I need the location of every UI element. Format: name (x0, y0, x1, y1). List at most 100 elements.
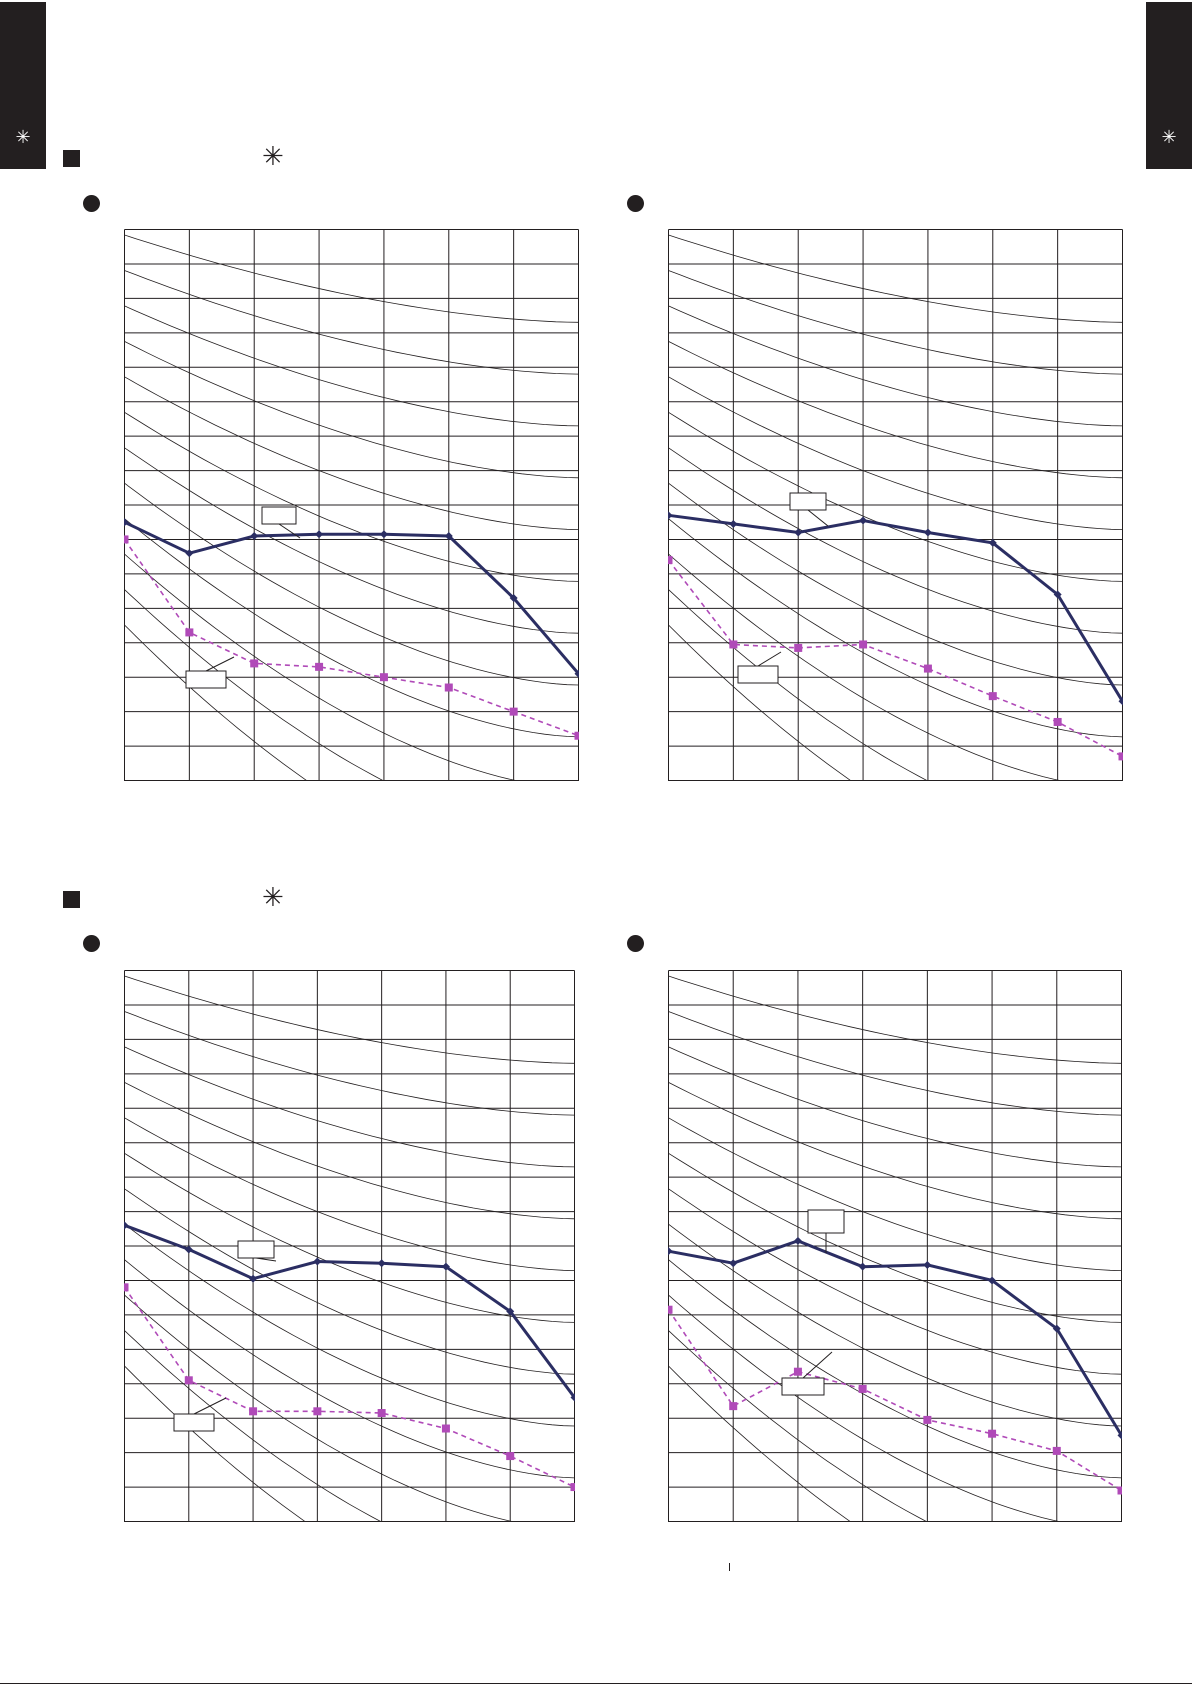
dashed-series-line (668, 1309, 1122, 1492)
reference-curve (124, 1330, 383, 1522)
solid-series (124, 518, 579, 678)
reference-curve (124, 1365, 307, 1522)
solid-series-point (444, 531, 453, 540)
left-side-tab: ✳ (0, 2, 46, 169)
reference-curve (124, 1117, 575, 1271)
solid-series-point (923, 1260, 932, 1269)
solid-series-point (315, 530, 324, 539)
dashed-series-point (988, 1429, 997, 1438)
reference-curve (668, 518, 1123, 738)
grid (668, 970, 1122, 1522)
dashed-series-point (570, 1483, 575, 1492)
callout-pointer (278, 523, 301, 539)
solid-series-point (124, 518, 129, 527)
right-side-tab: ✳ (1146, 2, 1192, 169)
solid-series-point (668, 511, 673, 520)
solid-series-point (988, 1276, 997, 1285)
dashed-series (124, 1283, 575, 1492)
grid (668, 229, 1123, 781)
dashed-series-point (1052, 1446, 1061, 1455)
dashed-series-point (794, 643, 803, 652)
reference-curve (668, 1223, 1122, 1427)
reference-curve (668, 234, 1123, 323)
chart-bullet (83, 935, 100, 952)
dashed-series-point (668, 556, 673, 565)
solid-series-line (668, 513, 1123, 703)
dashed-series-point (859, 640, 868, 649)
dashed-series-point (1117, 1486, 1122, 1495)
grid (124, 970, 575, 1522)
solid-series-point (1052, 1324, 1061, 1333)
reference-curve (124, 341, 579, 479)
dashed-series-point (1053, 717, 1062, 726)
section-marker-square (63, 150, 80, 167)
dashed-series-point (923, 664, 932, 673)
solid-series-point (668, 1247, 673, 1256)
callout-box (789, 492, 827, 511)
solid-series-line (124, 1223, 575, 1399)
reference-curve (124, 1188, 575, 1375)
dashed-series-point (729, 1402, 738, 1411)
dashed-series-point (574, 731, 579, 740)
dashed-series-point (988, 692, 997, 701)
solid-series-point (1118, 697, 1123, 706)
section-asterisk-icon: ✳ (262, 142, 284, 172)
chart-bullet (627, 195, 644, 212)
dashed-series-point (313, 1407, 322, 1416)
solid-series-point (441, 1262, 450, 1271)
solid-series-point (249, 1274, 258, 1283)
callout-pointer (802, 1351, 833, 1379)
solid-series-point (184, 1245, 193, 1254)
series-callout (789, 492, 829, 527)
solid-series-point (506, 1307, 515, 1316)
reference-curve (668, 447, 1123, 634)
dashed-series (668, 556, 1123, 761)
reference-curve (668, 1082, 1122, 1220)
reference-curve (668, 1365, 852, 1522)
solid-series-point (185, 549, 194, 558)
reference-curve (668, 1011, 1122, 1116)
dashed-series-point (668, 1305, 673, 1314)
dashed-series-point (509, 707, 518, 716)
dashed-series-point (124, 535, 129, 544)
dashed-series-point (315, 662, 324, 671)
reference-curve (124, 411, 579, 582)
solid-series-point (1117, 1431, 1122, 1440)
reference-curve (124, 624, 308, 781)
dashed-series-line (668, 559, 1123, 758)
reference-curve (668, 376, 1123, 530)
chart-top-right (668, 229, 1123, 781)
reference-curve (668, 1117, 1122, 1271)
solid-series-line (124, 520, 579, 675)
reference-curve (668, 975, 1122, 1064)
section-asterisk-icon: ✳ (262, 883, 284, 913)
dashed-series-point (858, 1384, 867, 1393)
callout-pointer (807, 509, 829, 527)
asterisk-icon: ✳ (15, 127, 31, 148)
chart-top-left (124, 229, 579, 781)
chart-bottom-left (124, 970, 575, 1522)
dashed-series-line (124, 538, 579, 737)
series-callout (261, 506, 301, 539)
reference-curve (668, 411, 1123, 582)
reference-curve (668, 341, 1123, 479)
reference-curve (124, 270, 579, 375)
series-callout (737, 651, 782, 684)
reference-curves (668, 234, 1123, 781)
page-mark (729, 1563, 730, 1571)
solid-series-point (313, 1257, 322, 1266)
dashed-series-point (249, 1407, 258, 1416)
callout-box (781, 1377, 825, 1396)
solid-series-point (509, 593, 518, 602)
solid-series-point (923, 528, 932, 537)
callout-box (261, 506, 297, 525)
dashed-series-point (729, 640, 738, 649)
reference-curve (124, 305, 579, 427)
reference-curve (668, 553, 1064, 781)
reference-curve (668, 1046, 1122, 1168)
series-callout (781, 1351, 833, 1396)
reference-curve (668, 589, 929, 781)
reference-curve (668, 1259, 1122, 1479)
dashed-series-point (441, 1424, 450, 1433)
reference-curve (668, 482, 1123, 686)
